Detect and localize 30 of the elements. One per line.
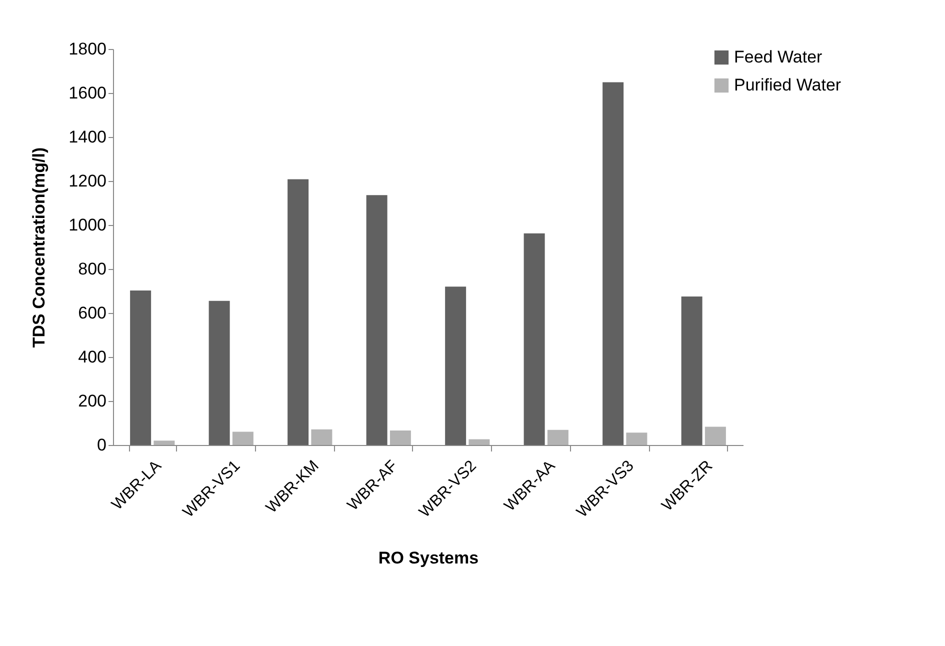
bar (311, 429, 332, 445)
bar (130, 290, 152, 445)
bar (208, 300, 230, 445)
y-tick-label: 200 (78, 392, 106, 410)
bar (445, 286, 466, 445)
bar (704, 426, 726, 445)
bar (154, 440, 175, 445)
y-tick-label: 1800 (68, 40, 106, 58)
y-tick-label: 1200 (68, 172, 106, 190)
x-axis-title: RO Systems (378, 548, 479, 568)
y-tick-label: 600 (78, 304, 106, 322)
legend-label: Purified Water (734, 76, 842, 94)
y-tick-label: 400 (78, 348, 106, 366)
y-axis-title: TDS Concentration(mg/l) (30, 147, 49, 348)
bar (681, 296, 702, 445)
bar (547, 430, 568, 445)
legend-label: Feed Water (734, 48, 823, 66)
bar (288, 179, 309, 445)
y-tick-label: 0 (97, 436, 106, 454)
bar (468, 439, 490, 445)
y-tick-label: 1600 (68, 84, 106, 102)
bar (390, 430, 411, 445)
bar (232, 432, 254, 445)
bar (602, 82, 624, 445)
y-tick-label: 800 (78, 260, 106, 278)
bar (626, 432, 648, 445)
y-tick-label: 1000 (68, 216, 106, 234)
bar (366, 195, 388, 445)
y-tick-label: 1400 (68, 128, 106, 146)
bar (524, 233, 545, 445)
